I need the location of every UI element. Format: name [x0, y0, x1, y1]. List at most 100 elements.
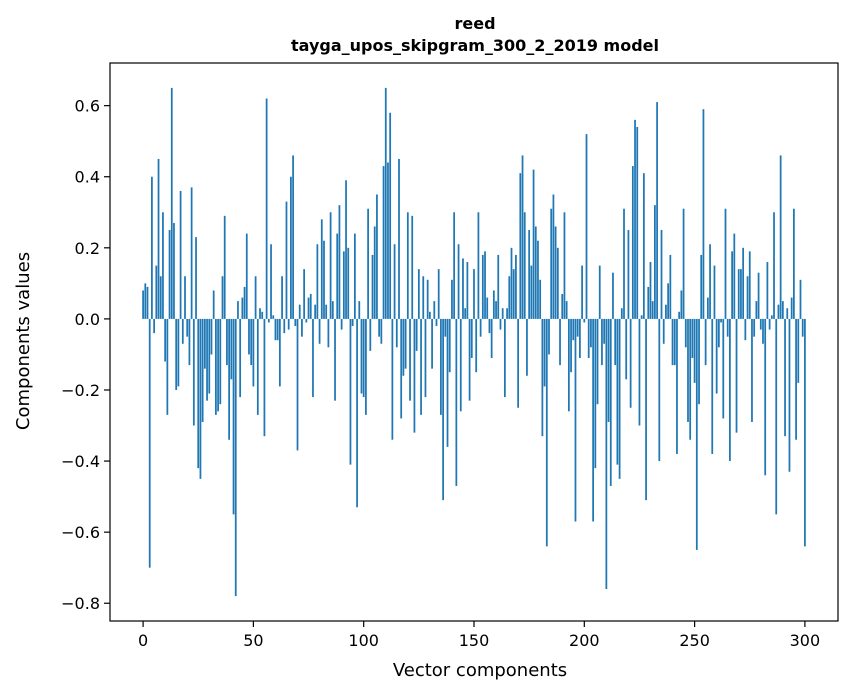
bar: [186, 318, 189, 337]
bar: [267, 318, 270, 323]
bar: [556, 247, 559, 319]
bar: [671, 318, 674, 366]
bar: [534, 226, 537, 319]
bar: [331, 301, 334, 319]
bar: [234, 318, 237, 597]
y-tick-label: 0.6: [75, 97, 100, 116]
bar: [232, 318, 235, 515]
bar: [464, 308, 467, 319]
bar: [609, 318, 612, 486]
bar: [687, 318, 689, 422]
bar: [296, 318, 299, 451]
bar: [691, 318, 694, 358]
bar: [627, 230, 630, 319]
bar: [748, 251, 751, 319]
bar: [327, 318, 330, 348]
bar: [481, 254, 484, 319]
x-tick-label: 100: [348, 631, 379, 650]
bar: [567, 318, 570, 412]
bar: [704, 318, 707, 366]
bar: [254, 276, 257, 319]
x-tick-label: 0: [138, 631, 148, 650]
bar: [151, 176, 153, 319]
bar: [592, 318, 594, 522]
bar: [731, 251, 733, 319]
bar: [192, 318, 195, 426]
bar: [437, 269, 440, 319]
bar: [658, 318, 661, 462]
bar: [523, 212, 526, 319]
bar: [455, 318, 458, 486]
bar: [298, 304, 301, 319]
bar: [660, 230, 663, 319]
bar: [618, 318, 621, 479]
bar: [261, 311, 264, 319]
bar: [665, 304, 667, 319]
bar: [378, 318, 381, 337]
bar: [612, 272, 614, 319]
bar: [647, 286, 650, 319]
bar: [740, 269, 742, 319]
bar: [435, 318, 438, 327]
bar: [572, 318, 575, 341]
plot-area: 0 50 100 150 200 250 300 −0.8 −0.6 −0.4 −0.2 0.0 0.…: [61, 62, 839, 650]
bar: [603, 318, 606, 344]
bar: [656, 102, 658, 319]
bar: [543, 318, 546, 387]
bar: [598, 265, 601, 319]
bar: [497, 254, 500, 319]
bar: [530, 265, 533, 319]
bar: [442, 318, 444, 501]
bar: [539, 279, 542, 319]
bar: [715, 318, 718, 394]
plot-frame: [109, 62, 839, 622]
bar: [248, 318, 250, 355]
bar: [607, 318, 610, 422]
bar: [413, 318, 416, 433]
bar: [429, 311, 431, 319]
bar: [446, 318, 449, 447]
bar: [565, 301, 568, 319]
bar: [711, 318, 714, 454]
x-axis: 0 50 100 150 200 250 300: [138, 621, 820, 650]
bar: [702, 109, 705, 319]
bar: [559, 318, 561, 366]
bar: [168, 230, 171, 319]
bar: [579, 318, 581, 358]
bar: [631, 166, 634, 319]
bar: [492, 290, 495, 319]
bar: [762, 318, 764, 344]
bar: [250, 318, 253, 366]
bar: [173, 222, 175, 319]
bar: [545, 318, 548, 547]
bar: [305, 318, 308, 323]
bar: [314, 304, 317, 319]
bar: [237, 301, 239, 319]
bar: [426, 279, 429, 319]
bar: [338, 205, 341, 319]
bar: [722, 318, 725, 419]
bar: [259, 308, 261, 319]
bar: [406, 212, 409, 319]
bar: [634, 119, 636, 319]
bar: [219, 318, 222, 405]
bar: [179, 190, 182, 319]
bar: [283, 318, 286, 334]
bar: [369, 318, 372, 351]
bar: [309, 294, 312, 319]
bar: [358, 301, 361, 319]
y-tick-label: −0.2: [61, 381, 100, 400]
bar: [334, 318, 336, 401]
bar: [391, 318, 394, 440]
bar: [404, 318, 407, 369]
bar: [477, 212, 480, 319]
bar: [292, 155, 294, 319]
x-tick-label: 200: [569, 631, 600, 650]
bar: [320, 219, 323, 319]
bar: [201, 318, 204, 422]
y-tick-label: −0.6: [61, 523, 100, 542]
bar: [325, 304, 328, 319]
bar: [640, 315, 643, 319]
bar: [676, 318, 678, 454]
